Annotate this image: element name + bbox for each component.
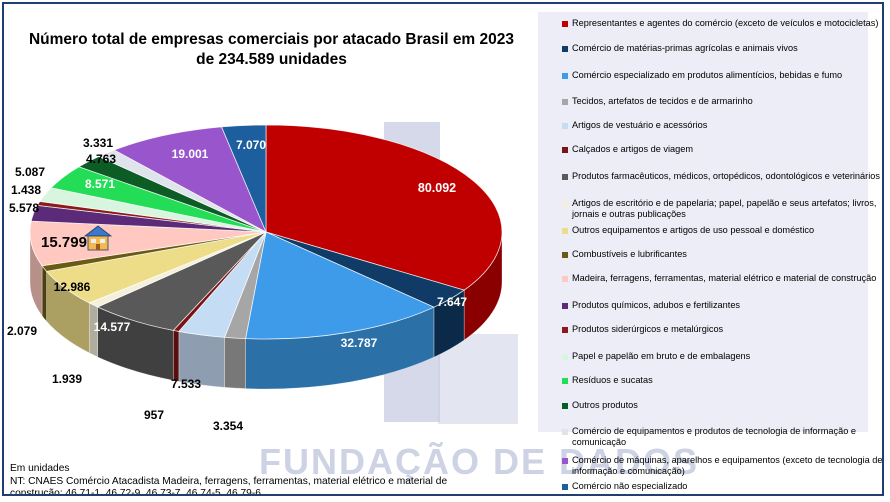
slice-label: 7.647 xyxy=(437,295,467,309)
legend-swatch xyxy=(562,458,568,464)
legend-item: Comércio não especializado xyxy=(562,481,882,492)
legend-label: Resíduos e sucatas xyxy=(572,375,653,385)
slice-label: 7.533 xyxy=(171,377,201,391)
legend-swatch xyxy=(562,228,568,234)
slice-label: 7.070 xyxy=(236,138,266,152)
slice-label: 19.001 xyxy=(172,147,209,161)
pie-chart: FUNDAÇÃO DE DADOS 80.092 7.647 32.787 3.354… xyxy=(7,12,868,482)
house-icon xyxy=(83,225,113,251)
legend-label: Madeira, ferragens, ferramentas, materia… xyxy=(572,273,877,283)
legend-swatch xyxy=(562,484,568,490)
legend-swatch xyxy=(562,123,568,129)
legend-item: Resíduos e sucatas xyxy=(562,375,882,386)
nt-note-line-2: construção: 46.71-1, 46.72-9, 46.73-7, 4… xyxy=(10,488,261,496)
legend-label: Outros equipamentos e artigos de uso pes… xyxy=(572,225,815,235)
legend-label: Calçados e artigos de viagem xyxy=(572,144,694,154)
watermark-text: FUNDAÇÃO DE DADOS xyxy=(259,440,699,482)
chart-title-line-2: de 234.589 unidades xyxy=(196,51,347,68)
legend-swatch xyxy=(562,174,568,180)
slice-label: 3.354 xyxy=(213,419,243,433)
legend-item: Calçados e artigos de viagem xyxy=(562,144,882,155)
chart-frame: FUNDAÇÃO DE DADOS 80.092 7.647 32.787 3.354… xyxy=(2,2,884,496)
legend-swatch xyxy=(562,327,568,333)
legend-label: Outros produtos xyxy=(572,400,638,410)
legend-label: Comércio especializado em produtos alime… xyxy=(572,70,843,80)
legend-swatch xyxy=(562,276,568,282)
slice-label: 15.799 xyxy=(41,234,87,251)
legend-label: Produtos químicos, adubos e fertilizante… xyxy=(572,300,741,310)
chart-notes: Em unidades NT: CNAES Comércio Atacadist… xyxy=(10,463,530,496)
pie-slice xyxy=(220,124,267,233)
slice-label: 80.092 xyxy=(418,181,456,195)
legend-item: Artigos de vestuário e acessórios xyxy=(562,120,882,131)
legend-item: Representantes e agentes do comércio (ex… xyxy=(562,18,882,29)
slice-label: 4.763 xyxy=(86,152,116,166)
legend-item: Comércio especializado em produtos alime… xyxy=(562,70,882,81)
pie-slice-side xyxy=(172,330,180,382)
legend-item: Papel e papelão em bruto e de embalagens xyxy=(562,351,882,362)
slice-labels: 80.092 7.647 32.787 3.354 7.533 957 14.577 1.93… xyxy=(7,136,467,433)
legend-item: Comércio de equipamentos e produtos de t… xyxy=(562,426,882,447)
legend-label: Comércio não especializado xyxy=(572,481,688,491)
legend-swatch xyxy=(562,99,568,105)
slice-label: 12.986 xyxy=(54,280,91,294)
legend-label: Artigos de escritório e de papelaria; pa… xyxy=(572,198,877,219)
legend-swatch xyxy=(562,252,568,258)
slice-label: 8.571 xyxy=(85,177,115,191)
legend-item: Tecidos, artefatos de tecidos e de armar… xyxy=(562,96,882,107)
legend-item: Produtos químicos, adubos e fertilizante… xyxy=(562,300,882,311)
legend-label: Papel e papelão em bruto e de embalagens xyxy=(572,351,751,361)
legend-item: Combustíveis e lubrificantes xyxy=(562,249,882,260)
slice-label: 5.087 xyxy=(15,165,45,179)
units-note: Em unidades xyxy=(10,463,70,474)
chart-title: Número total de empresas comerciais por … xyxy=(24,30,519,70)
legend-item: Produtos farmacêuticos, médicos, ortopéd… xyxy=(562,171,882,182)
slice-label: 32.787 xyxy=(341,336,378,350)
pie-slice xyxy=(245,231,435,340)
legend-item: Comércio de matérias-primas agrícolas e … xyxy=(562,43,882,54)
legend-swatch xyxy=(562,21,568,27)
slice-label: 2.079 xyxy=(7,324,37,338)
legend-label: Comércio de matérias-primas agrícolas e … xyxy=(572,43,798,53)
slice-label: 1.939 xyxy=(52,372,82,386)
legend-item: Madeira, ferragens, ferramentas, materia… xyxy=(562,273,882,284)
slice-label: 957 xyxy=(144,408,164,422)
legend-swatch xyxy=(562,73,568,79)
pie-group xyxy=(29,124,503,390)
legend-item: Comércio de máquinas, aparelhos e equipa… xyxy=(562,455,883,476)
legend-swatch xyxy=(562,147,568,153)
legend-swatch xyxy=(562,303,568,309)
legend-label: Comércio de equipamentos e produtos de t… xyxy=(572,426,856,447)
legend-swatch xyxy=(562,429,568,435)
legend-label: Tecidos, artefatos de tecidos e de armar… xyxy=(572,96,753,106)
slice-label: 5.578 xyxy=(9,201,39,215)
pie-slice-side xyxy=(224,337,246,389)
legend-swatch xyxy=(562,378,568,384)
slice-label: 3.331 xyxy=(83,136,113,150)
legend-swatch xyxy=(562,46,568,52)
legend-label: Artigos de vestuário e acessórios xyxy=(572,120,708,130)
legend-label: Representantes e agentes do comércio (ex… xyxy=(572,18,879,28)
pie-slice xyxy=(113,126,267,233)
legend-label: Comércio de máquinas, aparelhos e equipa… xyxy=(572,455,883,476)
legend-item: Artigos de escritório e de papelaria; pa… xyxy=(562,198,882,219)
pie-slice-side xyxy=(41,264,47,323)
legend-item: Outros produtos xyxy=(562,400,882,411)
legend-swatch xyxy=(562,354,568,360)
legend-label: Combustíveis e lubrificantes xyxy=(572,249,687,259)
nt-note-line-1: NT: CNAES Comércio Atacadista Madeira, f… xyxy=(10,475,448,487)
legend-label: Produtos farmacêuticos, médicos, ortopéd… xyxy=(572,171,880,181)
slice-label: 1.438 xyxy=(11,183,41,197)
legend-swatch xyxy=(562,201,568,207)
legend-label: Produtos siderúrgicos e metalúrgicos xyxy=(572,324,724,334)
legend-item: Produtos siderúrgicos e metalúrgicos xyxy=(562,324,882,335)
legend-swatch xyxy=(562,403,568,409)
chart-title-line-1: Número total de empresas comerciais por … xyxy=(28,31,515,48)
slice-label: 14.577 xyxy=(94,320,131,334)
legend-item: Outros equipamentos e artigos de uso pes… xyxy=(562,225,882,236)
pie-slice xyxy=(265,124,503,291)
